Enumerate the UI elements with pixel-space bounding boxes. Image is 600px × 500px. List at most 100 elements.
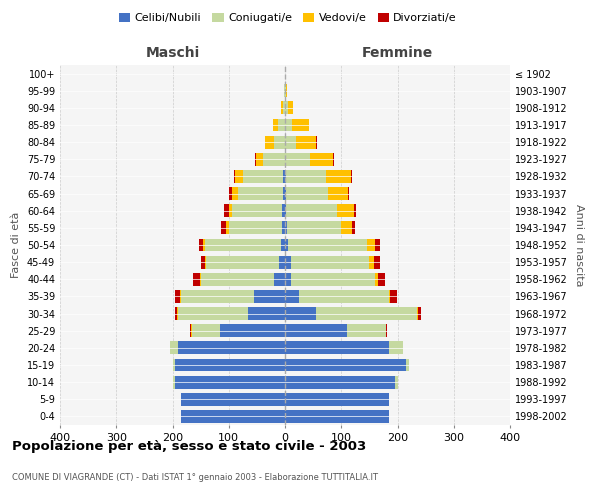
- Bar: [173, 358, 175, 372]
- Bar: [281, 102, 283, 114]
- Bar: [234, 170, 235, 183]
- Bar: [285, 84, 286, 97]
- Bar: [238, 187, 283, 200]
- Bar: [180, 290, 181, 303]
- Bar: [205, 256, 206, 268]
- Bar: [285, 136, 296, 148]
- Bar: [232, 204, 282, 217]
- Bar: [284, 84, 285, 97]
- Bar: [175, 290, 180, 303]
- Bar: [178, 307, 248, 320]
- Bar: [286, 187, 328, 200]
- Bar: [285, 170, 286, 183]
- Bar: [173, 376, 175, 388]
- Bar: [221, 222, 226, 234]
- Bar: [200, 273, 274, 285]
- Bar: [292, 118, 308, 132]
- Bar: [375, 238, 380, 252]
- Bar: [418, 307, 421, 320]
- Bar: [283, 187, 285, 200]
- Y-axis label: Fasce di età: Fasce di età: [11, 212, 21, 278]
- Bar: [175, 358, 285, 372]
- Bar: [283, 170, 285, 183]
- Bar: [417, 307, 418, 320]
- Bar: [287, 222, 341, 234]
- Bar: [193, 273, 199, 285]
- Bar: [232, 187, 238, 200]
- Bar: [351, 170, 352, 183]
- Bar: [256, 153, 263, 166]
- Text: COMUNE DI VIAGRANDE (CT) - Dati ISTAT 1° gennaio 2003 - Elaborazione TUTTITALIA.: COMUNE DI VIAGRANDE (CT) - Dati ISTAT 1°…: [12, 473, 378, 482]
- Bar: [395, 376, 398, 388]
- Bar: [265, 136, 274, 148]
- Bar: [220, 324, 285, 337]
- Bar: [285, 358, 406, 372]
- Bar: [328, 187, 348, 200]
- Bar: [285, 376, 395, 388]
- Bar: [290, 273, 375, 285]
- Bar: [286, 84, 287, 97]
- Bar: [348, 187, 349, 200]
- Bar: [178, 342, 285, 354]
- Bar: [286, 170, 325, 183]
- Bar: [285, 153, 310, 166]
- Bar: [181, 410, 285, 423]
- Bar: [278, 118, 285, 132]
- Bar: [181, 290, 254, 303]
- Bar: [285, 342, 389, 354]
- Bar: [285, 256, 290, 268]
- Bar: [280, 256, 285, 268]
- Text: Femmine: Femmine: [362, 46, 433, 60]
- Bar: [229, 187, 232, 200]
- Bar: [226, 222, 229, 234]
- Bar: [389, 342, 403, 354]
- Bar: [254, 290, 285, 303]
- Bar: [263, 153, 285, 166]
- Bar: [390, 290, 397, 303]
- Bar: [248, 307, 285, 320]
- Bar: [203, 238, 205, 252]
- Bar: [285, 273, 290, 285]
- Bar: [341, 222, 352, 234]
- Bar: [285, 222, 287, 234]
- Bar: [272, 118, 278, 132]
- Bar: [285, 204, 286, 217]
- Bar: [389, 290, 390, 303]
- Bar: [406, 358, 409, 372]
- Bar: [206, 256, 280, 268]
- Bar: [347, 324, 386, 337]
- Legend: Celibi/Nubili, Coniugati/e, Vedovi/e, Divorziati/e: Celibi/Nubili, Coniugati/e, Vedovi/e, Di…: [115, 8, 461, 28]
- Bar: [299, 290, 389, 303]
- Bar: [285, 410, 389, 423]
- Bar: [310, 153, 333, 166]
- Bar: [316, 307, 417, 320]
- Bar: [192, 324, 220, 337]
- Text: Maschi: Maschi: [145, 46, 200, 60]
- Bar: [378, 273, 385, 285]
- Bar: [296, 136, 316, 148]
- Bar: [285, 393, 389, 406]
- Bar: [283, 102, 285, 114]
- Bar: [274, 136, 285, 148]
- Bar: [285, 102, 288, 114]
- Bar: [170, 342, 178, 354]
- Bar: [175, 307, 177, 320]
- Bar: [285, 290, 299, 303]
- Bar: [235, 170, 244, 183]
- Bar: [199, 238, 203, 252]
- Bar: [177, 307, 178, 320]
- Bar: [282, 222, 285, 234]
- Bar: [325, 170, 351, 183]
- Bar: [375, 273, 378, 285]
- Bar: [282, 204, 285, 217]
- Bar: [316, 136, 317, 148]
- Bar: [254, 153, 256, 166]
- Bar: [286, 204, 337, 217]
- Bar: [353, 204, 356, 217]
- Bar: [333, 153, 334, 166]
- Bar: [191, 324, 192, 337]
- Bar: [285, 118, 292, 132]
- Bar: [190, 324, 191, 337]
- Bar: [175, 376, 285, 388]
- Bar: [274, 273, 285, 285]
